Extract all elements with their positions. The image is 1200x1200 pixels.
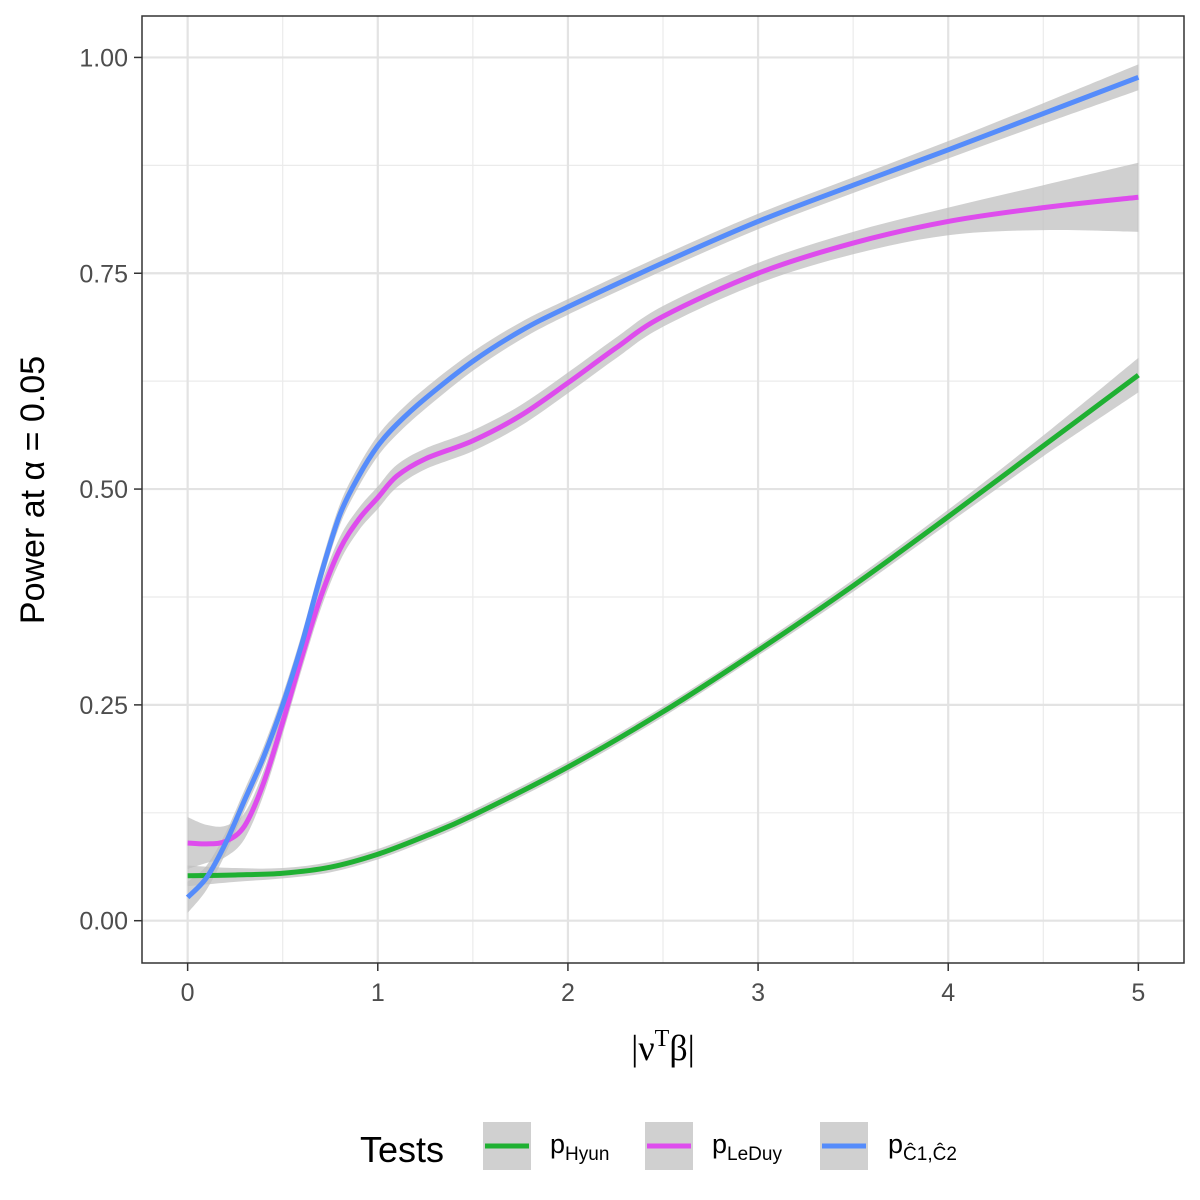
x-axis-title: |νTβ|: [631, 1026, 695, 1068]
x-tick-label: 1: [371, 979, 385, 1007]
x-tick-label: 0: [181, 979, 195, 1007]
y-tick-label: 0.75: [79, 260, 128, 288]
x-tick-label: 4: [941, 979, 955, 1007]
y-tick-label: 0.25: [79, 692, 128, 720]
legend-label-base: p: [712, 1129, 727, 1159]
x-tick-label: 2: [561, 979, 575, 1007]
legend-label-subscript: Hyun: [565, 1144, 609, 1165]
series-line: [185, 74, 1140, 900]
legend: Tests pHyun pLeDuy pĈ1,Ĉ2: [360, 1122, 957, 1170]
series-line: [187, 194, 1139, 847]
legend-label-base: p: [888, 1129, 903, 1159]
legend-label-subscript: LeDuy: [727, 1144, 782, 1165]
y-axis: 0.00 0.25 0.50 0.75 1.00: [79, 44, 142, 936]
x-axis-title-sup: T: [655, 1026, 670, 1052]
x-tick-label: 3: [751, 979, 765, 1007]
series-line: [187, 373, 1140, 879]
legend-title: Tests: [360, 1129, 444, 1170]
legend-label-subscript: Ĉ1,Ĉ2: [903, 1143, 957, 1165]
legend-label: pĈ1,Ĉ2: [888, 1129, 957, 1165]
y-tick-label: 1.00: [79, 44, 128, 72]
y-tick-label: 0.00: [79, 908, 128, 936]
y-tick-label: 0.50: [79, 476, 128, 504]
series-lines: [185, 74, 1140, 900]
x-axis: 0 1 2 3 4 5: [181, 963, 1145, 1007]
legend-label: pHyun: [550, 1129, 609, 1165]
y-axis-title: Power at α = 0.05: [14, 356, 52, 624]
x-axis-title-base: |ν: [631, 1028, 654, 1068]
grid-major: [142, 16, 1184, 963]
x-axis-title-rest: β|: [669, 1028, 695, 1068]
x-tick-label: 5: [1131, 979, 1145, 1007]
legend-label: pLeDuy: [712, 1129, 782, 1165]
legend-label-base: p: [550, 1129, 565, 1159]
